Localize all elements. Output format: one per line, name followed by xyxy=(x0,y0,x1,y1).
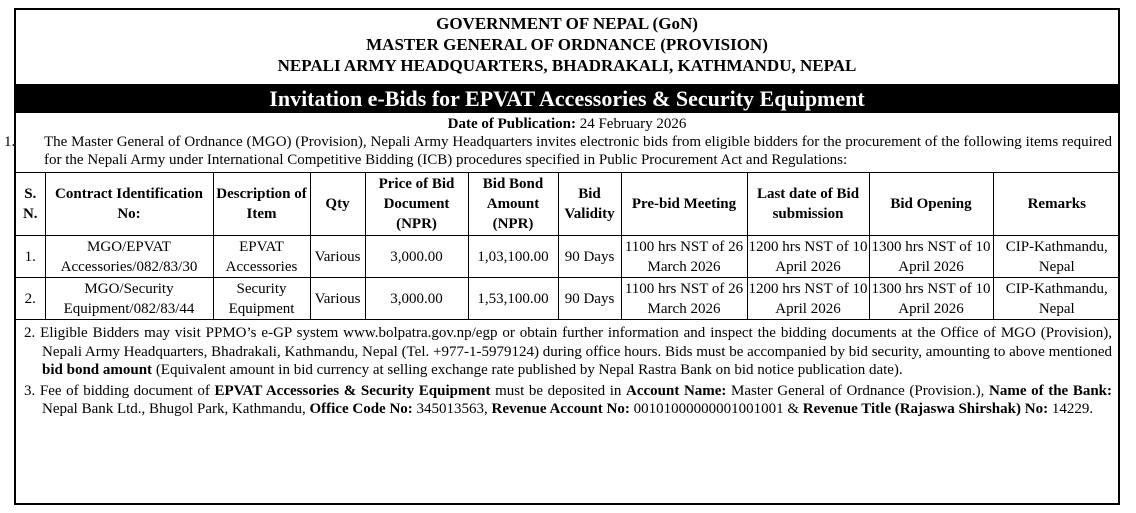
table-row: 1. MGO/EPVAT Accessories/082/83/30 EPVAT… xyxy=(16,235,1120,278)
cell-contract-id: MGO/EPVAT Accessories/082/83/30 xyxy=(44,235,214,278)
header-contract-id: Contract Identification No: xyxy=(44,172,214,236)
cell-description: Security Equipment xyxy=(212,277,311,320)
cell-prebid-meeting: 1100 hrs NST of 26 March 2026 xyxy=(620,235,748,278)
header-bid-validity: Bid Validity xyxy=(557,172,622,236)
revenue-account-label: Revenue Account No: xyxy=(491,401,630,417)
paragraph-1-number: 1. xyxy=(4,134,16,150)
cell-last-date: 1200 hrs NST of 10 April 2026 xyxy=(746,277,870,320)
header-bid-bond: Bid Bond Amount (NPR) xyxy=(467,172,559,236)
cell-price: 3,000.00 xyxy=(364,277,469,320)
paragraph-3-text: Fee of bidding document of xyxy=(39,382,215,399)
notice-header: GOVERNMENT OF NEPAL (GoN) MASTER GENERAL… xyxy=(16,10,1118,84)
header-description: Description of Item xyxy=(212,172,311,236)
revenue-title-label: Revenue Title (Rajaswa Shirshak) No: xyxy=(802,401,1049,417)
header-remarks: Remarks xyxy=(992,172,1120,236)
paragraph-3-text: must be deposited in xyxy=(490,382,627,399)
cell-bid-opening: 1300 hrs NST of 10 April 2026 xyxy=(868,277,994,320)
paragraph-2: 2. Eligible Bidders may visit PPMO’s e-G… xyxy=(24,324,1112,380)
header-sn: S. N. xyxy=(16,172,46,236)
paragraph-3-number: 3. xyxy=(24,382,36,399)
header-bid-opening: Bid Opening xyxy=(868,172,994,236)
cell-sn: 1. xyxy=(16,235,46,278)
cell-prebid-meeting: 1100 hrs NST of 26 March 2026 xyxy=(620,277,748,320)
bids-table: S. N. Contract Identification No: Descri… xyxy=(16,172,1120,320)
cell-sn: 2. xyxy=(16,277,46,320)
header-line-government: GOVERNMENT OF NEPAL (GoN) xyxy=(436,14,698,33)
paragraph-2-number: 2. xyxy=(24,325,36,341)
paragraph-2-bold: bid bond amount xyxy=(42,362,153,378)
header-last-date: Last date of Bid submission xyxy=(746,172,870,236)
cell-contract-id: MGO/Security Equipment/082/83/44 xyxy=(44,277,214,320)
header-line-office: MASTER GENERAL OF ORDNANCE (PROVISION) xyxy=(366,35,768,54)
paragraph-3: 3. Fee of bidding document of EPVAT Acce… xyxy=(24,382,1112,419)
notice-frame: GOVERNMENT OF NEPAL (GoN) MASTER GENERAL… xyxy=(4,8,1120,505)
cell-qty: Various xyxy=(309,277,366,320)
paragraph-1: 1. The Master General of Ordnance (MGO) (… xyxy=(4,133,1118,169)
cell-bid-bond: 1,03,100.00 xyxy=(467,235,559,278)
table-header-row: S. N. Contract Identification No: Descri… xyxy=(16,172,1120,236)
header-qty: Qty xyxy=(309,172,366,236)
cell-bid-validity: 90 Days xyxy=(557,235,622,278)
cell-last-date: 1200 hrs NST of 10 April 2026 xyxy=(746,235,870,278)
revenue-account-value: 00101000000001001001 & xyxy=(629,401,803,417)
header-line-address: NEPALI ARMY HEADQUARTERS, BHADRAKALI, KA… xyxy=(277,56,857,75)
account-name-value: Master General of Ordnance (Provision.), xyxy=(726,382,990,399)
paragraph-2-text-end: (Equivalent amount in bid currency at se… xyxy=(152,362,903,378)
bank-name-label: Name of the Bank: xyxy=(989,382,1113,399)
bank-name-value: Nepal Bank Ltd., Bhugol Park, Kathmandu, xyxy=(42,401,310,417)
office-code-label: Office Code No: xyxy=(309,401,413,417)
cell-price: 3,000.00 xyxy=(364,235,469,278)
cell-remarks: CIP-Kathmandu, Nepal xyxy=(992,277,1120,320)
paragraph-1-text: The Master General of Ordnance (MGO) (Pr… xyxy=(44,134,1112,168)
paragraph-2-text: Eligible Bidders may visit PPMO’s e-GP s… xyxy=(40,325,1113,360)
notice-title-banner: Invitation e-Bids for EPVAT Accessories … xyxy=(16,84,1118,113)
header-prebid-meeting: Pre-bid Meeting xyxy=(620,172,748,236)
cell-remarks: CIP-Kathmandu, Nepal xyxy=(992,235,1120,278)
revenue-title-value: 14229. xyxy=(1048,401,1094,417)
notes-section: 2. Eligible Bidders may visit PPMO’s e-G… xyxy=(16,320,1118,419)
cell-qty: Various xyxy=(309,235,366,278)
cell-description: EPVAT Accessories xyxy=(212,235,311,278)
publication-date: Date of Publication: 24 February 2026 xyxy=(16,115,1118,133)
header-price: Price of Bid Document (NPR) xyxy=(364,172,469,236)
item-name-bold: EPVAT Accessories & Security Equipment xyxy=(214,382,491,399)
publication-date-label: Date of Publication: xyxy=(447,116,576,132)
cell-bid-opening: 1300 hrs NST of 10 April 2026 xyxy=(868,235,994,278)
cell-bid-validity: 90 Days xyxy=(557,277,622,320)
office-code-value: 345013563, xyxy=(412,401,492,417)
account-name-label: Account Name: xyxy=(626,382,727,399)
publication-date-value: 24 February 2026 xyxy=(579,116,687,132)
table-row: 2. MGO/Security Equipment/082/83/44 Secu… xyxy=(16,277,1120,320)
cell-bid-bond: 1,53,100.00 xyxy=(467,277,559,320)
